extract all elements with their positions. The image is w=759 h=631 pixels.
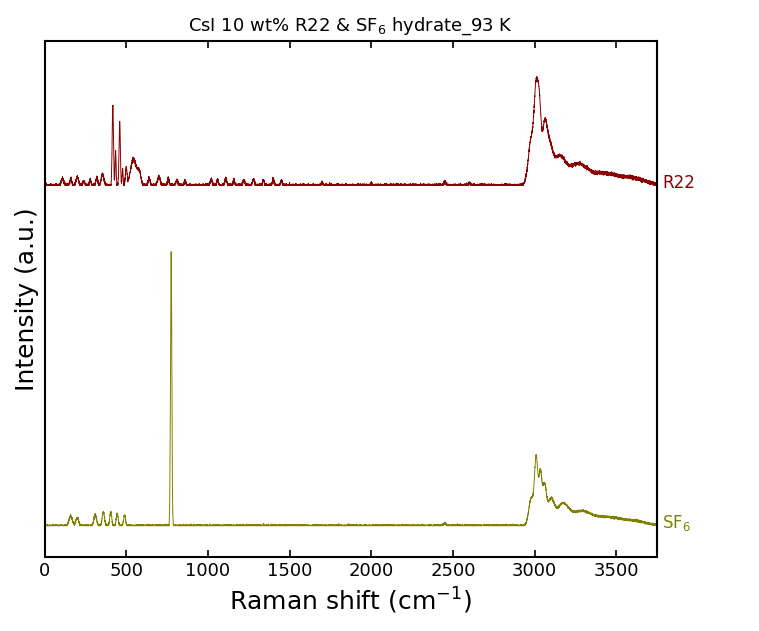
Y-axis label: Intensity (a.u.): Intensity (a.u.) [15, 208, 39, 391]
Title: CsI 10 wt% R22 & SF$_6$ hydrate_93 K: CsI 10 wt% R22 & SF$_6$ hydrate_93 K [188, 15, 513, 37]
X-axis label: Raman shift (cm$^{-1}$): Raman shift (cm$^{-1}$) [229, 586, 472, 616]
Text: R22: R22 [662, 174, 694, 192]
Text: SF$_6$: SF$_6$ [662, 513, 691, 533]
